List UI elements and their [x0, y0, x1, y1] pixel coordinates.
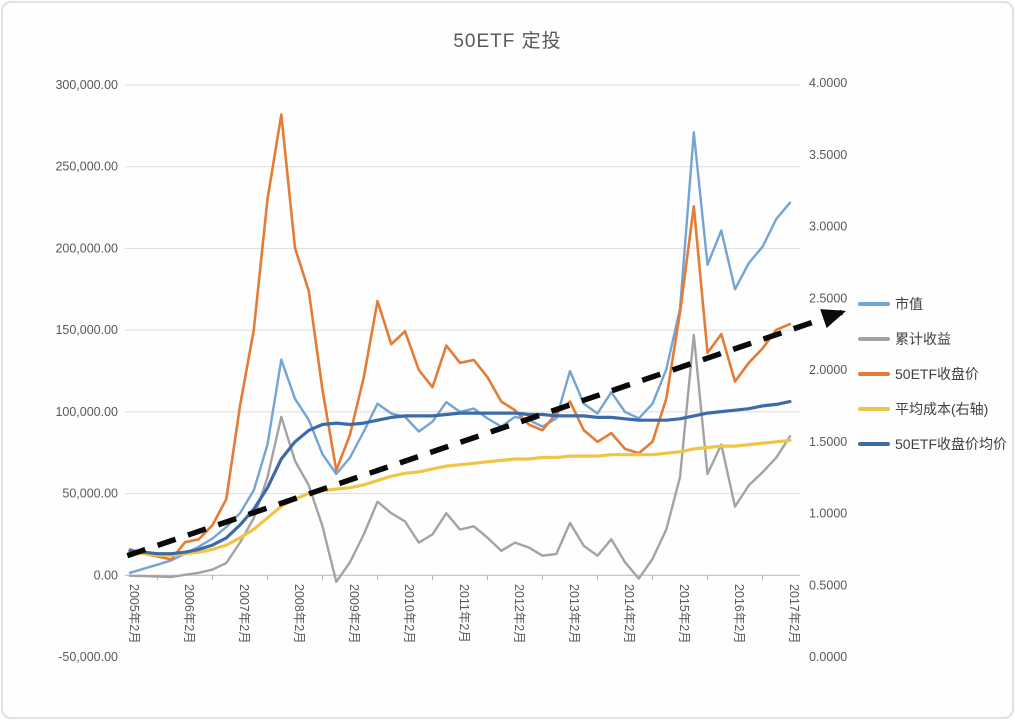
right-axis-label: 3.5000 — [809, 148, 847, 162]
x-axis-label: 2008年2月 — [292, 584, 306, 644]
x-axis-label: 2005年2月 — [127, 584, 141, 644]
x-axis-label: 2011年2月 — [457, 584, 471, 643]
x-axis-label: 2012年2月 — [512, 584, 526, 644]
right-axis-label: 1.5000 — [809, 435, 847, 449]
left-axis-label: 0.00 — [94, 568, 118, 582]
right-axis-label: 2.0000 — [809, 363, 847, 377]
right-axis-label: 0.5000 — [809, 578, 847, 592]
legend: 市值累计收益 50ETF收盘价 平均成本(右轴) 50ETF收盘价均价 — [858, 293, 1007, 454]
legend-swatch-icon — [858, 441, 890, 446]
legend-item-0: 市值 — [858, 293, 1007, 314]
legend-item-3: 平均成本(右轴) — [858, 398, 1007, 419]
left-axis-label: 50,000.00 — [62, 487, 118, 501]
series-line-4 — [128, 400, 792, 556]
legend-label: 50ETF收盘价 — [895, 365, 980, 382]
left-axis-label: 150,000.00 — [55, 323, 118, 337]
series-line-1 — [128, 333, 792, 583]
legend-swatch-icon — [858, 336, 890, 341]
series-line-2 — [128, 113, 792, 561]
chart-title: 50ETF 定投 — [453, 31, 562, 52]
x-axis-label: 2013年2月 — [567, 584, 581, 644]
right-axis-label: 1.0000 — [809, 507, 847, 521]
x-axis-label: 2009年2月 — [347, 584, 361, 644]
left-axis-label: 250,000.00 — [55, 160, 118, 174]
legend-swatch-icon — [858, 301, 890, 306]
x-axis-label: 2015年2月 — [677, 584, 691, 644]
left-axis-label: 100,000.00 — [55, 405, 118, 419]
trend-arrow — [126, 309, 847, 559]
legend-label: 50ETF收盘价均价 — [895, 435, 1008, 452]
legend-item-2: 50ETF收盘价 — [858, 363, 1007, 384]
x-axis-label: 2014年2月 — [622, 584, 636, 644]
legend-label: 市值 — [895, 295, 923, 312]
x-axis-label: 2016年2月 — [732, 584, 746, 644]
series-line-3 — [128, 438, 792, 557]
legend-item-1: 累计收益 — [858, 328, 1007, 349]
x-axis-label: 2010年2月 — [402, 584, 416, 644]
right-axis-label: 0.0000 — [809, 650, 847, 664]
left-axis-label: -50,000.00 — [58, 650, 118, 664]
left-axis-label: 200,000.00 — [55, 241, 118, 255]
x-axis-label: 2007年2月 — [237, 584, 251, 644]
legend-swatch-icon — [858, 371, 890, 376]
left-axis-label: 300,000.00 — [55, 78, 118, 92]
x-axis-label: 2017年2月 — [787, 584, 801, 644]
legend-label: 累计收益 — [895, 330, 951, 347]
x-axis-label: 2006年2月 — [182, 584, 196, 644]
right-axis-label: 2.5000 — [809, 291, 847, 305]
legend-item-4: 50ETF收盘价均价 — [858, 433, 1007, 454]
right-axis-label: 4.0000 — [809, 76, 847, 90]
legend-swatch-icon — [858, 406, 890, 411]
legend-label: 平均成本(右轴) — [895, 400, 989, 417]
right-axis-label: 3.0000 — [809, 220, 847, 234]
